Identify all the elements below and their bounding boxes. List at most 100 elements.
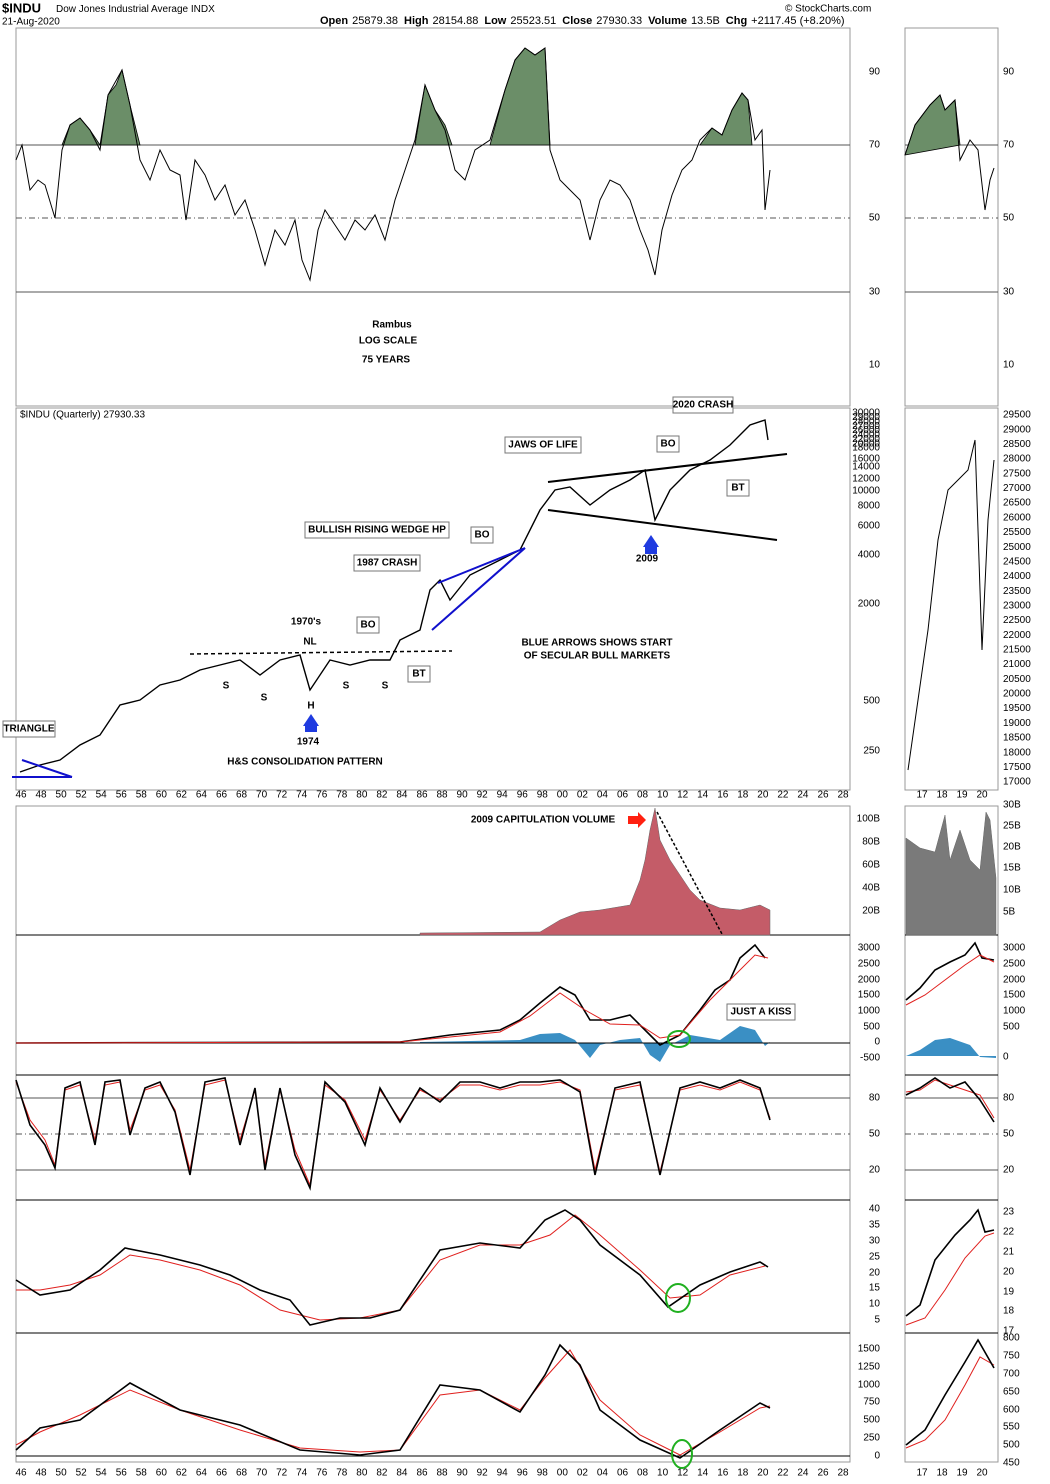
annotation: S [261, 693, 268, 704]
y-tick-label: 22000 [852, 434, 880, 445]
mini-p5-signal [905, 1232, 995, 1326]
x-tick-label: 16 [717, 790, 729, 801]
x-tick-label: 72 [276, 790, 288, 801]
p6-signal [15, 1349, 771, 1456]
mini-x-tick-label: 19 [956, 790, 968, 801]
y-tick-label: 14000 [852, 462, 880, 473]
kiss-circle [667, 1030, 691, 1048]
mini-y-tick-label: 19500 [1003, 703, 1031, 714]
x-tick-label: 76 [316, 1468, 328, 1479]
y-tick-label: 750 [863, 1397, 880, 1408]
mini-y-tick-label: 27500 [1003, 468, 1031, 479]
macd-line [15, 943, 766, 1046]
x-tick-label: 68 [236, 1468, 248, 1479]
exchange: INDX [191, 4, 215, 15]
mini-y-tick-label: 70 [1003, 140, 1015, 151]
x-tick-label: 00 [557, 790, 569, 801]
x-tick-label: 72 [276, 1468, 288, 1479]
annotation: JAWS OF LIFE [508, 440, 578, 451]
x-tick-label: 76 [316, 790, 328, 801]
mini-y-tick-label: 1500 [1003, 990, 1026, 1001]
x-tick-label: 46 [15, 1468, 27, 1479]
macd-histogram [420, 1026, 770, 1062]
mini-macd-line [905, 941, 995, 1001]
y-tick-label: 1500 [858, 990, 881, 1001]
annotation: BO [361, 620, 376, 631]
mini-y-tick-label: 30B [1003, 800, 1021, 811]
x-tick-label: 92 [477, 1468, 489, 1479]
y-tick-label: 100B [857, 814, 881, 825]
mini-y-tick-label: 2000 [1003, 975, 1026, 986]
y-tick-label: 15 [869, 1283, 881, 1294]
x-tick-label: 48 [35, 1468, 47, 1479]
mini-y-tick-label: 23500 [1003, 586, 1031, 597]
x-tick-label: 60 [156, 790, 168, 801]
annotation: H&S CONSOLIDATION PATTERN [227, 757, 383, 768]
mini-y-tick-label: 29000 [1003, 424, 1031, 435]
mini-y-tick-label: 700 [1003, 1369, 1020, 1380]
mini-y-tick-label: 30 [1003, 287, 1015, 298]
mini-y-tick-label: 17500 [1003, 762, 1031, 773]
callout-box [356, 616, 380, 634]
x-tick-label: 86 [416, 790, 428, 801]
x-tick-label: 00 [557, 1468, 569, 1479]
annotation: TRIANGLE [3, 724, 54, 735]
annotation: 2009 [636, 554, 659, 565]
annotation: OF SECULAR BULL MARKETS [524, 651, 671, 662]
annotation: LOG SCALE [359, 336, 418, 347]
x-tick-label: 46 [15, 790, 27, 801]
y-tick-label: 12000 [852, 474, 880, 485]
x-tick-label: 94 [497, 1468, 509, 1479]
x-tick-label: 84 [396, 790, 408, 801]
x-tick-label: 52 [76, 790, 88, 801]
y-tick-label: 500 [863, 696, 880, 707]
x-tick-label: 16 [717, 1468, 729, 1479]
quote-label: Volume [648, 15, 687, 27]
stoch-line [15, 1077, 771, 1191]
x-tick-label: 28 [837, 1468, 849, 1479]
x-tick-label: 78 [336, 790, 348, 801]
x-tick-label: 74 [296, 1468, 308, 1479]
mini-y-tick-label: 25B [1003, 821, 1021, 832]
annotation: BLUE ARROWS SHOWS START [521, 638, 672, 649]
x-tick-label: 58 [136, 1468, 148, 1479]
y-tick-label: 2000 [858, 975, 881, 986]
x-tick-label: 54 [96, 1468, 108, 1479]
mini-y-tick-label: 24000 [1003, 571, 1031, 582]
y-tick-label: 20000 [852, 438, 880, 449]
annotation: JUST A KISS [731, 1007, 792, 1018]
quote-label: Chg [726, 15, 747, 27]
mini-y-tick-label: 19000 [1003, 718, 1031, 729]
annotation: 1970's [291, 617, 322, 628]
name: Dow Jones Industrial Average [56, 4, 189, 15]
mini-y-tick-label: 15B [1003, 863, 1021, 874]
mini-y-tick-label: 26000 [1003, 512, 1031, 523]
stoch-reference [16, 1097, 998, 1171]
y-tick-label: -500 [860, 1053, 880, 1064]
mini-y-tick-label: 10B [1003, 885, 1021, 896]
x-tick-label: 58 [136, 790, 148, 801]
mini-y-tick-label: 27000 [1003, 483, 1031, 494]
mini-y-tick-label: 25000 [1003, 542, 1031, 553]
y-tick-label: 16000 [852, 454, 880, 465]
mini-y-tick-label: 1000 [1003, 1006, 1026, 1017]
mini-y-tick-label: 20500 [1003, 674, 1031, 685]
mini-y-tick-label: 650 [1003, 1387, 1020, 1398]
y-tick-label: 29000 [852, 412, 880, 423]
annotation: BT [731, 483, 744, 494]
y-tick-label: 18000 [852, 443, 880, 454]
rsi-reference [16, 144, 998, 293]
annotation: 2009 CAPITULATION VOLUME [471, 815, 616, 826]
x-tick-label: 06 [617, 1468, 629, 1479]
x-tick-label: 24 [797, 790, 809, 801]
mini-y-tick-label: 80 [1003, 1093, 1015, 1104]
x-tick-label: 84 [396, 1468, 408, 1479]
symbol: $INDU [2, 0, 41, 15]
x-tick-label: 50 [56, 790, 68, 801]
annotation: BO [475, 530, 490, 541]
x-tick-label: 10 [657, 790, 669, 801]
y-tick-label: 3000 [858, 943, 881, 954]
y-tick-label: 20 [869, 1268, 881, 1279]
y-tick-label: 30000 [852, 408, 880, 419]
y-tick-label: 50 [869, 213, 881, 224]
